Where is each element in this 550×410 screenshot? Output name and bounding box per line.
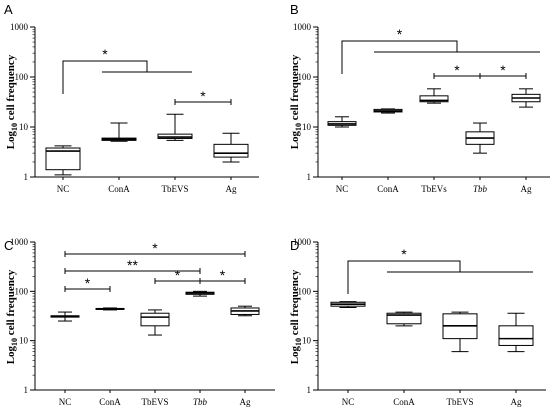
- significance-annotation: **: [64, 257, 201, 274]
- significance-star: *: [85, 275, 91, 291]
- box-tbevs: [442, 311, 478, 353]
- x-category-label: NC: [342, 397, 355, 407]
- significance-star: *: [200, 88, 206, 104]
- significance-annotation: *: [199, 267, 246, 284]
- y-tick-label: 1: [307, 385, 312, 395]
- significance-annotation: *: [347, 246, 533, 294]
- y-tick-label: 1: [24, 172, 29, 182]
- significance-annotation: *: [433, 62, 481, 79]
- panel-letter: A: [4, 2, 13, 17]
- x-category-label: NC: [59, 397, 72, 407]
- x-category-label: Ag: [226, 184, 237, 194]
- y-tick-label: 1000: [293, 237, 312, 247]
- significance-annotation: *: [64, 240, 246, 257]
- box-tbb: [185, 290, 215, 297]
- x-category-label: Ag: [511, 397, 522, 407]
- y-tick-label: 1000: [293, 22, 312, 32]
- box-nc: [330, 301, 366, 309]
- box-tbb: [465, 122, 495, 154]
- box-ag: [230, 305, 260, 317]
- box-tbevs: [157, 113, 193, 141]
- x-category-label: TbEVS: [162, 184, 189, 194]
- y-axis-label: Log10 cell frequency: [289, 54, 303, 149]
- significance-star: *: [220, 267, 226, 283]
- significance-star: *: [397, 26, 403, 42]
- x-category-label: ConA: [377, 184, 399, 194]
- y-tick-label: 1000: [10, 237, 29, 247]
- box-ag: [498, 312, 534, 353]
- significance-bracket: [341, 40, 458, 74]
- box-iqr: [498, 325, 534, 346]
- y-tick-label: 100: [15, 286, 29, 296]
- significance-star: *: [102, 46, 108, 62]
- box-nc: [45, 145, 81, 176]
- box-iqr: [45, 147, 81, 171]
- significance-annotation: *: [341, 26, 540, 74]
- significance-star: *: [401, 246, 407, 262]
- box-cona: [373, 108, 403, 114]
- x-category-label: NC: [57, 184, 70, 194]
- significance-star: *: [500, 62, 506, 78]
- significance-annotation: *: [479, 62, 527, 79]
- x-category-label: Tbb: [473, 184, 488, 194]
- significance-annotation: *: [64, 275, 111, 292]
- box-nc: [50, 311, 80, 322]
- x-category-label: TbEVS: [142, 397, 169, 407]
- box-ag: [213, 132, 249, 163]
- y-axis-label: Log10 cell frequency: [5, 54, 19, 149]
- y-axis-label: Log10 cell frequency: [5, 269, 19, 364]
- box-cona: [101, 122, 137, 142]
- panel-b: B Log10 cell frequency 1 10 100 1000 NC ConA TbE…: [289, 2, 550, 194]
- panel-c: C Log10 cell frequency 1 10 100 1000 NC ConA TbE…: [4, 237, 275, 407]
- x-category-label: ConA: [99, 397, 121, 407]
- box-cona: [386, 311, 422, 327]
- significance-annotation: *: [154, 267, 201, 284]
- panel-d: D Log10 cell frequency 1 10 100 1000 NC ConA TbE…: [289, 237, 546, 407]
- y-axis-label: Log10 cell frequency: [289, 269, 303, 364]
- significance-star: *: [454, 62, 460, 78]
- significance-annotation: *: [62, 46, 192, 94]
- y-tick-label: 10: [19, 336, 29, 346]
- y-tick-label: 10: [19, 122, 29, 132]
- y-tick-label: 1000: [10, 22, 29, 32]
- x-category-label: Tbb: [193, 397, 208, 407]
- y-tick-label: 100: [298, 72, 312, 82]
- box-iqr: [213, 143, 249, 158]
- box-cona: [95, 307, 125, 311]
- panel-letter: C: [4, 238, 13, 253]
- x-category-label: Ag: [240, 397, 251, 407]
- significance-star: *: [152, 240, 158, 256]
- y-tick-label: 100: [298, 286, 312, 296]
- x-category-label: TbEVs: [421, 184, 447, 194]
- significance-bracket: [347, 260, 461, 294]
- box-tbevs: [419, 88, 449, 104]
- x-category-label: ConA: [108, 184, 130, 194]
- panel-letter: B: [290, 2, 299, 17]
- box-iqr: [419, 95, 449, 103]
- box-ag: [511, 88, 541, 108]
- significance-bracket: [62, 60, 148, 94]
- y-tick-label: 1: [307, 172, 312, 182]
- y-tick-label: 1: [24, 385, 29, 395]
- significance-star: *: [175, 267, 181, 283]
- y-tick-label: 10: [302, 336, 312, 346]
- x-category-label: NC: [336, 184, 349, 194]
- box-nc: [327, 116, 357, 128]
- x-category-label: ConA: [393, 397, 415, 407]
- box-iqr: [386, 312, 422, 325]
- panel-letter: D: [290, 238, 299, 253]
- significance-annotation: *: [174, 88, 232, 105]
- panel-a: A Log10 cell frequency 1 10 100 1000 NC ConA TbE…: [4, 2, 259, 194]
- significance-star: **: [127, 257, 138, 273]
- x-category-label: TbEVS: [447, 397, 474, 407]
- x-category-label: Ag: [521, 184, 532, 194]
- y-tick-label: 100: [15, 72, 29, 82]
- y-tick-label: 10: [302, 122, 312, 132]
- box-iqr: [140, 312, 170, 327]
- box-tbevs: [140, 309, 170, 336]
